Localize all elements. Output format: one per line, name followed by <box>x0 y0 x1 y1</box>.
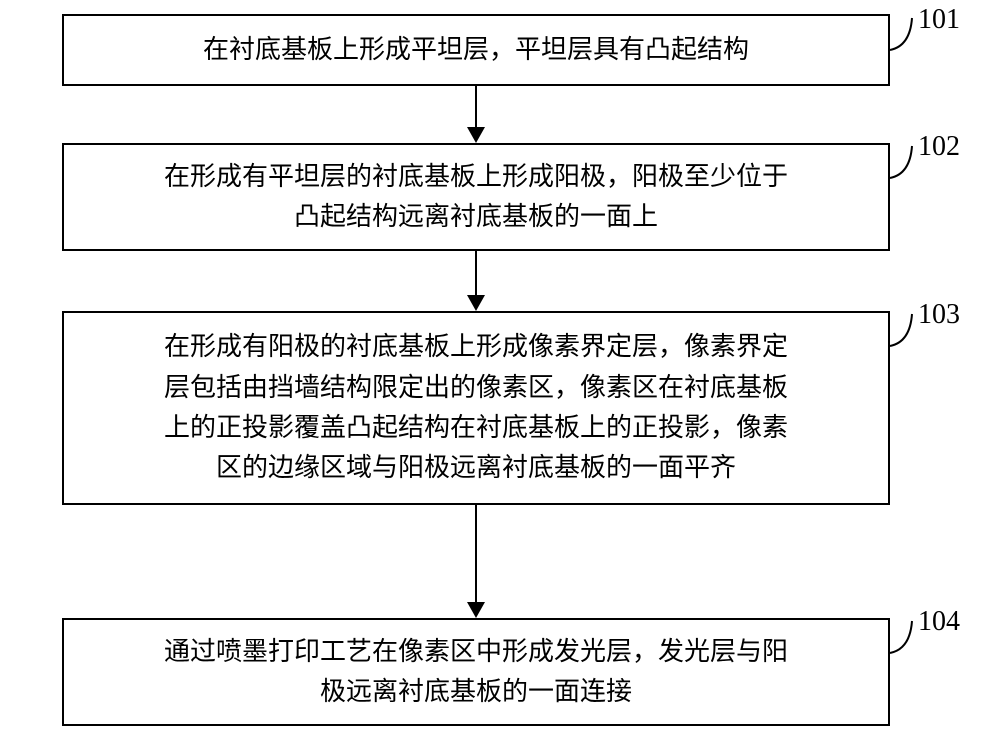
flowchart-canvas: 在衬底基板上形成平坦层，平坦层具有凸起结构101在形成有平坦层的衬底基板上形成阳… <box>0 0 1000 756</box>
label-connector-4 <box>0 0 1000 756</box>
